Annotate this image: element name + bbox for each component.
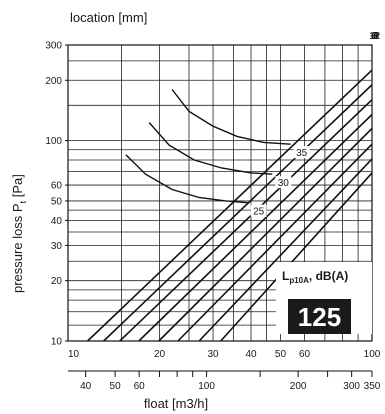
y-tick-label: 20	[51, 276, 63, 287]
size-badge	[288, 299, 351, 334]
x-tick-label-upper: 60	[299, 349, 311, 360]
legend-box: Lp10A, dB(A) 125	[276, 262, 372, 334]
noise-curve-label: 30	[278, 178, 290, 189]
series-line	[220, 172, 373, 342]
y-tick-label: 60	[51, 181, 63, 192]
y-tick-label: 300	[45, 41, 62, 52]
series-line	[87, 69, 373, 342]
noise-curve-label-bg	[293, 146, 310, 159]
y-tick-label: 50	[51, 196, 63, 207]
top-tick-label: 3	[372, 31, 378, 42]
top-axis-title: location [mm]	[70, 10, 147, 25]
noise-curve	[171, 89, 291, 145]
x-tick-label-lower: 100	[198, 381, 215, 392]
y-axis-title-unit: [Pa]	[10, 174, 25, 201]
top-tick-label: -3	[370, 31, 379, 42]
x-tick-label-lower: 300	[343, 381, 360, 392]
y-axis-title: pressure loss Pt [Pa]	[10, 174, 28, 293]
top-tick-label: 0	[372, 31, 378, 42]
bottom-axis-title: float [m3/h]	[144, 396, 208, 411]
top-tick-label: -6	[370, 31, 379, 42]
noise-curve-label: 35	[296, 148, 308, 159]
y-tick-label: 100	[45, 136, 62, 147]
plot-frame	[67, 44, 373, 342]
series-line	[158, 127, 373, 342]
series-line	[177, 143, 373, 342]
x-tick-label-lower: 50	[110, 381, 122, 392]
series-line	[138, 113, 373, 342]
noise-curve	[125, 154, 248, 204]
x-tick-label-lower: 40	[80, 381, 92, 392]
top-tick-label: 12	[369, 31, 381, 42]
noise-curve-label-bg	[275, 176, 292, 189]
x-tick-label-upper: 30	[207, 349, 219, 360]
noise-curve	[148, 122, 273, 175]
top-tick-label: 6	[372, 31, 378, 42]
x-tick-label-upper: 10	[68, 349, 80, 360]
legend-label-subscript: p10A	[289, 276, 309, 285]
y-axis-title-subscript: t	[18, 200, 28, 203]
size-badge-value: 125	[298, 302, 341, 332]
noise-curve-label-bg	[250, 204, 267, 217]
x-tick-label-upper: 40	[245, 349, 257, 360]
noise-curve-label: 25	[253, 207, 265, 218]
x-tick-label-upper: 50	[275, 349, 287, 360]
x-tick-label-upper: 100	[364, 349, 381, 360]
y-tick-label: 40	[51, 216, 63, 227]
legend-label: Lp10A, dB(A)	[282, 269, 348, 285]
x-tick-label-upper: 20	[154, 349, 166, 360]
y-axis-title-main: pressure loss P	[10, 203, 25, 293]
grid-layer	[67, 44, 373, 342]
series-layer	[87, 69, 373, 342]
y-tick-label: 10	[51, 337, 63, 348]
legend-label-rest: , dB(A)	[309, 269, 348, 283]
series-line	[103, 84, 373, 342]
series-line	[198, 158, 373, 342]
x-tick-label-lower: 60	[134, 381, 146, 392]
top-tick-label: -9	[370, 31, 379, 42]
y-tick-label: 30	[51, 241, 63, 252]
series-line	[119, 99, 373, 342]
x-tick-label-lower: 200	[290, 381, 307, 392]
noise-curve-layer: 35 30 25	[125, 89, 310, 218]
y-tick-label: 200	[45, 76, 62, 87]
x-tick-label-lower: 350	[364, 381, 381, 392]
legend-label-main: L	[282, 269, 289, 283]
top-tick-label: 9	[372, 31, 378, 42]
